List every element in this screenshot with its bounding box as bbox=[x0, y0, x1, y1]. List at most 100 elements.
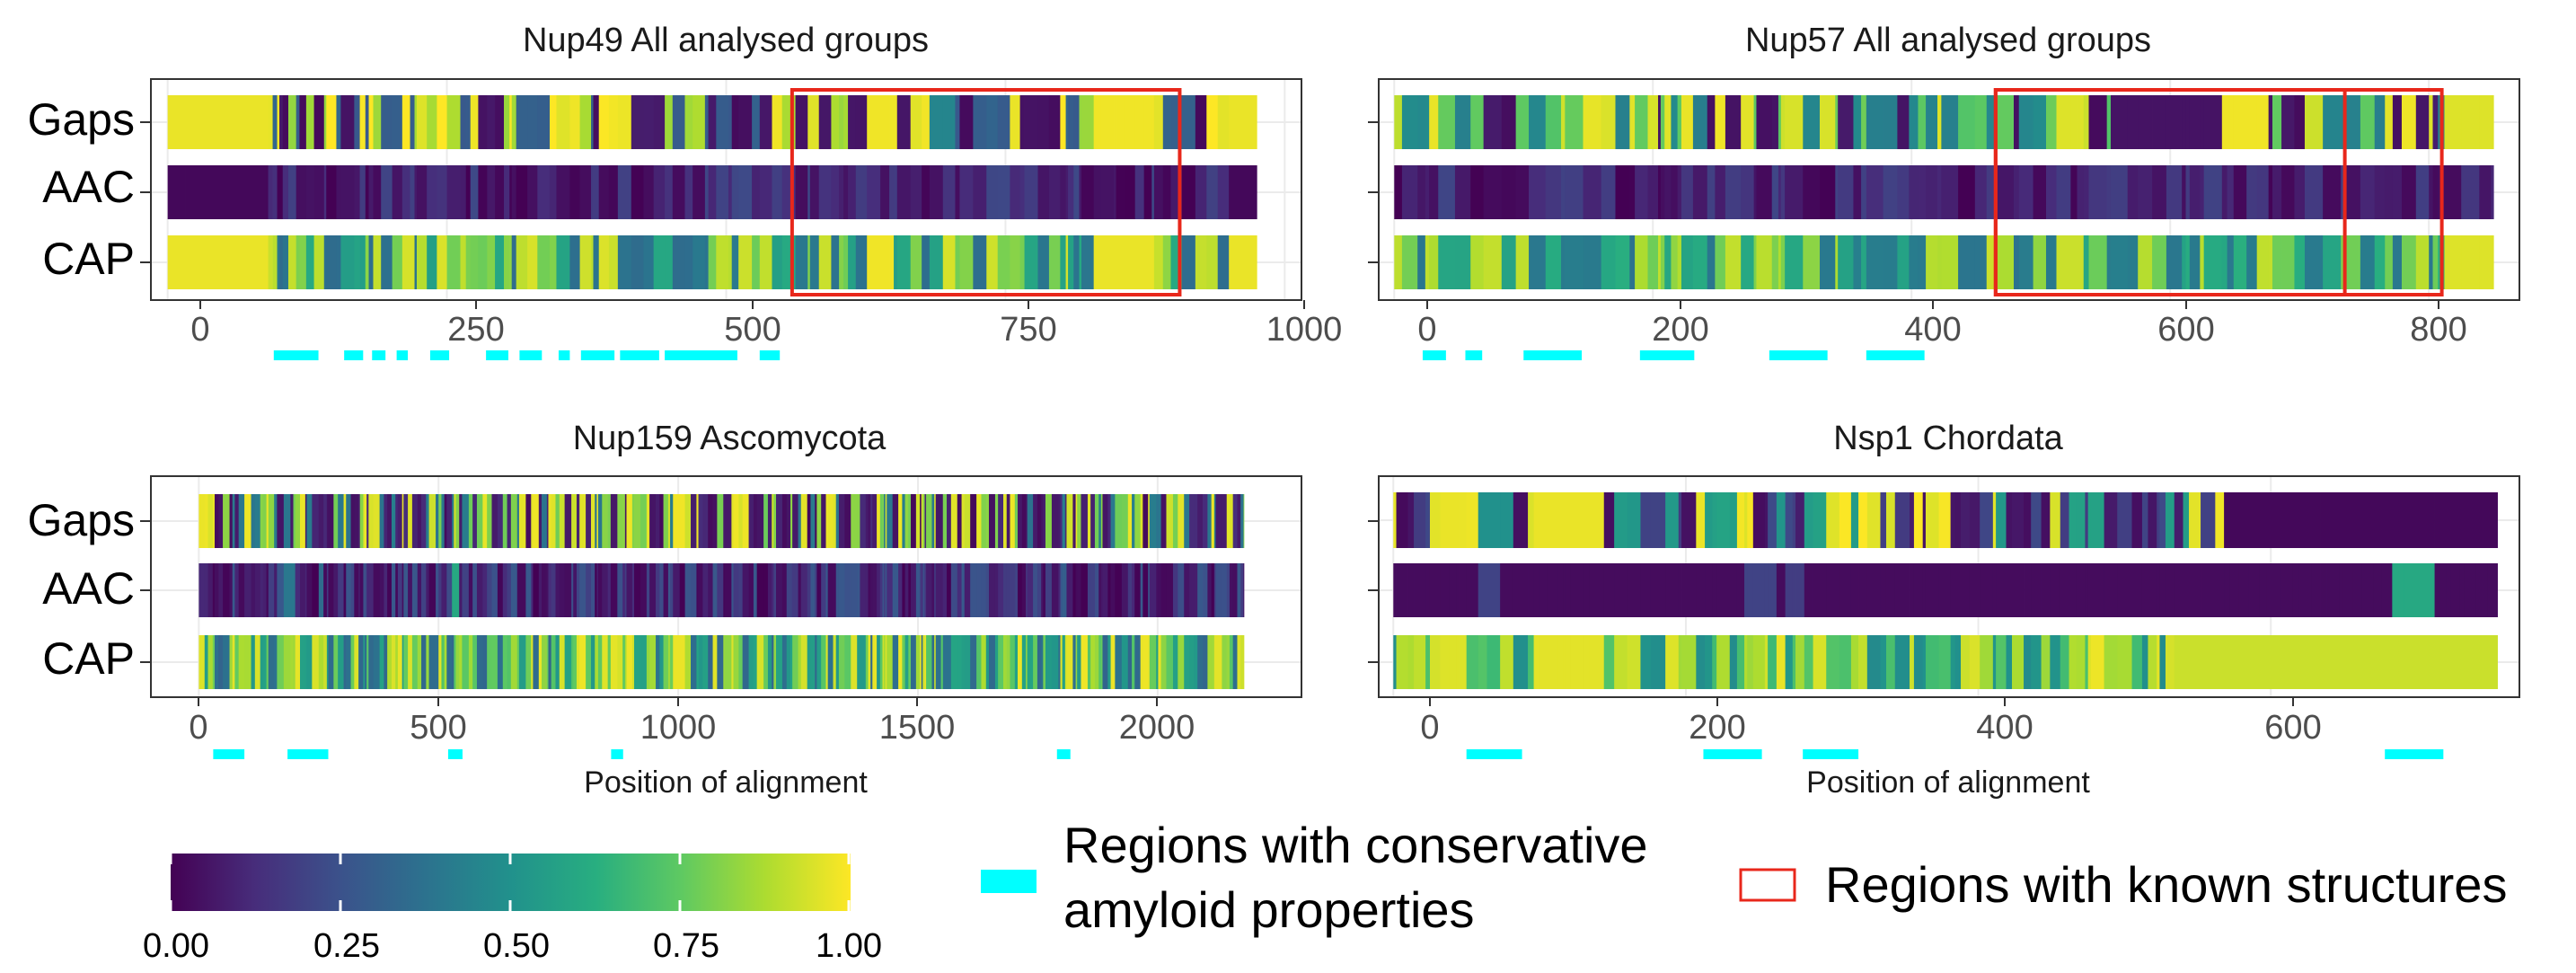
heat-cell-cap bbox=[354, 635, 359, 689]
heat-cell-cap bbox=[2045, 235, 2057, 289]
heat-cell-gaps bbox=[1222, 494, 1228, 548]
heat-cell-aac bbox=[1974, 165, 1988, 219]
heat-cell-cap bbox=[204, 635, 208, 689]
heat-cell-aac bbox=[340, 165, 355, 219]
heat-cell-cap bbox=[487, 235, 496, 289]
heat-cell-gaps bbox=[2259, 492, 2267, 548]
heat-cell-aac bbox=[468, 563, 473, 617]
heat-cell-aac bbox=[646, 563, 650, 617]
heat-cell-gaps bbox=[1950, 492, 1955, 548]
heat-cell-gaps bbox=[299, 494, 306, 548]
heat-cell-aac bbox=[1858, 563, 1868, 617]
heat-cell-gaps bbox=[268, 494, 275, 548]
heat-cell-aac bbox=[810, 563, 816, 617]
heat-cell-aac bbox=[2033, 165, 2047, 219]
heat-cell-aac bbox=[857, 563, 860, 617]
heat-cell-aac bbox=[1715, 165, 1726, 219]
heat-cell-gaps bbox=[212, 95, 225, 149]
heat-cell-aac bbox=[2304, 165, 2324, 219]
heat-cell-cap bbox=[1189, 635, 1195, 689]
x-axis: 0 500 1000 1500 2000 bbox=[189, 697, 1195, 747]
heat-cell-aac bbox=[185, 165, 198, 219]
heat-cell-gaps bbox=[1980, 492, 1994, 548]
heat-cell-aac bbox=[305, 165, 314, 219]
heat-cell-aac bbox=[277, 563, 285, 617]
heat-cell-gaps bbox=[1414, 492, 1426, 548]
heat-cell-gaps bbox=[1528, 492, 1534, 548]
heat-cell-aac bbox=[2346, 165, 2361, 219]
heat-cell-cap bbox=[702, 635, 709, 689]
heat-cell-gaps bbox=[1736, 492, 1745, 548]
heat-cell-gaps bbox=[1883, 95, 1898, 149]
heat-cell-aac bbox=[807, 563, 811, 617]
heat-cell-aac bbox=[809, 165, 820, 219]
heat-cell-cap bbox=[2076, 635, 2086, 689]
heat-cell-gaps bbox=[491, 494, 498, 548]
heat-cell-aac bbox=[495, 165, 505, 219]
heat-cell-cap bbox=[2148, 635, 2157, 689]
heat-cell-aac bbox=[1240, 563, 1244, 617]
heat-cell-cap bbox=[723, 635, 726, 689]
heat-cell-cap bbox=[359, 635, 364, 689]
heat-cell-aac bbox=[1217, 165, 1230, 219]
heat-cell-cap bbox=[1804, 635, 1813, 689]
heat-cell-gaps bbox=[1062, 494, 1066, 548]
heat-cell-gaps bbox=[1677, 95, 1682, 149]
heat-cell-gaps bbox=[631, 494, 635, 548]
heat-cell-cap bbox=[904, 635, 909, 689]
heat-cell-cap bbox=[368, 635, 375, 689]
heat-cell-gaps bbox=[1075, 494, 1078, 548]
heat-cell-gaps bbox=[1866, 95, 1883, 149]
heat-cell-gaps bbox=[2342, 492, 2353, 548]
heat-cell-aac bbox=[1195, 165, 1207, 219]
heat-cell-gaps bbox=[1650, 492, 1666, 548]
heat-cell-aac bbox=[759, 165, 772, 219]
heat-cell-cap bbox=[1707, 235, 1716, 289]
heat-cell-aac bbox=[884, 563, 887, 617]
heat-cell-cap bbox=[790, 635, 793, 689]
heat-cell-cap bbox=[2487, 635, 2491, 689]
heat-cell-gaps bbox=[299, 95, 307, 149]
heat-cell-gaps bbox=[1115, 494, 1123, 548]
heat-cell-gaps bbox=[238, 494, 245, 548]
heat-cell-cap bbox=[2475, 635, 2488, 689]
heat-cell-gaps bbox=[1747, 492, 1754, 548]
heat-cell-aac bbox=[2446, 563, 2451, 617]
heat-cell-gaps bbox=[381, 95, 393, 149]
heat-cell-gaps bbox=[2339, 492, 2343, 548]
heat-cell-gaps bbox=[441, 494, 446, 548]
heat-cell-cap bbox=[573, 635, 578, 689]
heat-cell-cap bbox=[902, 635, 905, 689]
heat-cell-gaps bbox=[1401, 95, 1418, 149]
heat-cell-gaps bbox=[2326, 492, 2341, 548]
heat-cell-aac bbox=[672, 165, 685, 219]
heat-cell-gaps bbox=[1741, 95, 1754, 149]
heat-cell-gaps bbox=[1027, 494, 1034, 548]
heat-cell-aac bbox=[2041, 563, 2051, 617]
heat-cell-gaps bbox=[277, 494, 285, 548]
heat-cell-cap bbox=[631, 235, 644, 289]
heat-cell-gaps bbox=[368, 95, 374, 149]
heat-cell-aac bbox=[593, 165, 600, 219]
heat-cell-aac bbox=[266, 563, 269, 617]
heat-cell-cap bbox=[1897, 235, 1910, 289]
heat-cell-cap bbox=[2229, 635, 2239, 689]
heat-cell-gaps bbox=[910, 95, 922, 149]
heat-cell-gaps bbox=[902, 494, 905, 548]
heat-cell-aac bbox=[531, 563, 534, 617]
track-label-cap: CAP bbox=[42, 633, 135, 684]
heat-cell-gaps bbox=[1100, 494, 1103, 548]
heat-cell-gaps bbox=[198, 494, 206, 548]
heat-cell-aac bbox=[272, 165, 278, 219]
heat-cell-aac bbox=[2256, 165, 2270, 219]
heat-cell-aac bbox=[2110, 165, 2129, 219]
heat-cell-aac bbox=[1160, 563, 1167, 617]
heat-cell-aac bbox=[426, 563, 429, 617]
heat-cell-gaps bbox=[2229, 492, 2239, 548]
heat-cell-cap bbox=[454, 635, 456, 689]
heat-cell-aac bbox=[795, 165, 808, 219]
heat-cell-aac bbox=[2401, 165, 2417, 219]
heat-cell-aac bbox=[1073, 165, 1080, 219]
heat-cell-aac bbox=[2024, 563, 2032, 617]
heat-cell-gaps bbox=[549, 95, 557, 149]
